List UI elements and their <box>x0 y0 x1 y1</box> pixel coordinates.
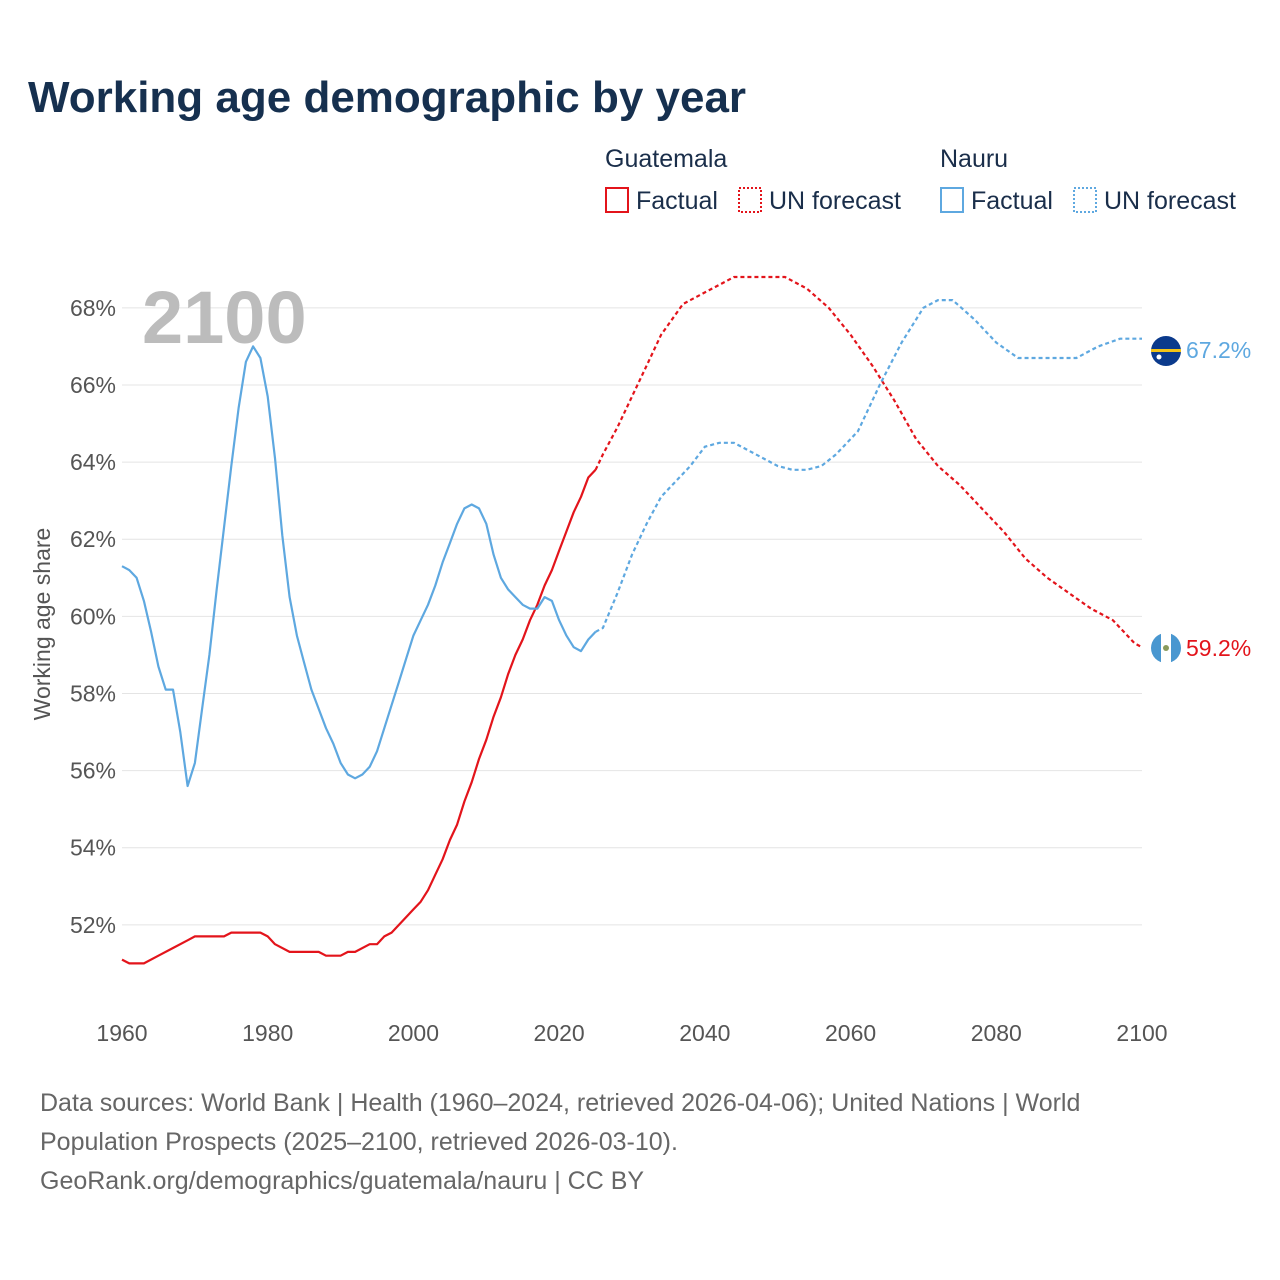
y-tick-label: 58% <box>70 680 116 706</box>
grid <box>122 307 1142 926</box>
y-tick-label: 64% <box>70 449 116 475</box>
legend-swatch-nauru-forecast <box>1073 187 1097 213</box>
legend-group-nauru: Nauru <box>940 145 1008 173</box>
guatemala-forecast-line <box>594 275 1143 649</box>
footer: Data sources: World Bank | Health (1960–… <box>40 1084 1240 1201</box>
legend-label-guatemala-factual: Factual <box>636 187 718 215</box>
x-axis-ticks: 1960 1980 2000 2020 2040 2060 2080 2100 <box>96 1020 1167 1046</box>
legend-swatch-guatemala-factual <box>605 187 629 213</box>
current-year-label: 2100 <box>142 276 307 359</box>
nauru-factual-line <box>121 345 597 788</box>
guatemala-factual-line <box>121 469 597 965</box>
line-chart: Working age demographic by year Guatemal… <box>28 73 1251 1046</box>
footer-attribution: GeoRank.org/demographics/guatemala/nauru… <box>40 1167 645 1195</box>
y-tick-label: 66% <box>70 372 116 398</box>
y-tick-label: 56% <box>70 758 116 784</box>
nauru-flag-icon <box>1151 336 1181 366</box>
y-tick-label: 52% <box>70 912 116 938</box>
y-axis-label: Working age share <box>29 528 55 721</box>
guatemala-end-value: 59.2% <box>1186 635 1251 661</box>
x-tick-label: 1960 <box>96 1020 147 1046</box>
y-tick-label: 60% <box>70 603 116 629</box>
x-tick-label: 2000 <box>388 1020 439 1046</box>
legend-label-guatemala-forecast: UN forecast <box>769 187 901 215</box>
footer-sources-line-2: Population Prospects (2025–2100, retriev… <box>40 1128 678 1156</box>
guatemala-flag-icon <box>1151 633 1181 663</box>
series-lines <box>121 275 1143 965</box>
x-tick-label: 1980 <box>242 1020 293 1046</box>
x-tick-label: 2100 <box>1116 1020 1167 1046</box>
y-axis-ticks: 52% 54% 56% 58% 60% 62% 64% 66% 68% <box>70 295 116 938</box>
nauru-end-value: 67.2% <box>1186 337 1251 363</box>
x-tick-label: 2080 <box>971 1020 1022 1046</box>
x-tick-label: 2060 <box>825 1020 876 1046</box>
y-tick-label: 62% <box>70 526 116 552</box>
y-tick-label: 68% <box>70 295 116 321</box>
x-tick-label: 2040 <box>679 1020 730 1046</box>
legend-swatch-guatemala-forecast <box>738 187 762 213</box>
legend-group-guatemala: Guatemala <box>605 145 727 173</box>
legend-label-nauru-forecast: UN forecast <box>1104 187 1236 215</box>
legend-label-nauru-factual: Factual <box>971 187 1053 215</box>
footer-sources-line-1: Data sources: World Bank | Health (1960–… <box>40 1089 1081 1117</box>
legend-swatch-nauru-factual <box>940 187 964 213</box>
nauru-forecast-line <box>595 299 1142 633</box>
y-tick-label: 54% <box>70 835 116 861</box>
x-tick-label: 2020 <box>534 1020 585 1046</box>
legend: Guatemala Factual UN forecast Nauru Fact… <box>605 145 1236 215</box>
chart-title: Working age demographic by year <box>28 73 746 122</box>
